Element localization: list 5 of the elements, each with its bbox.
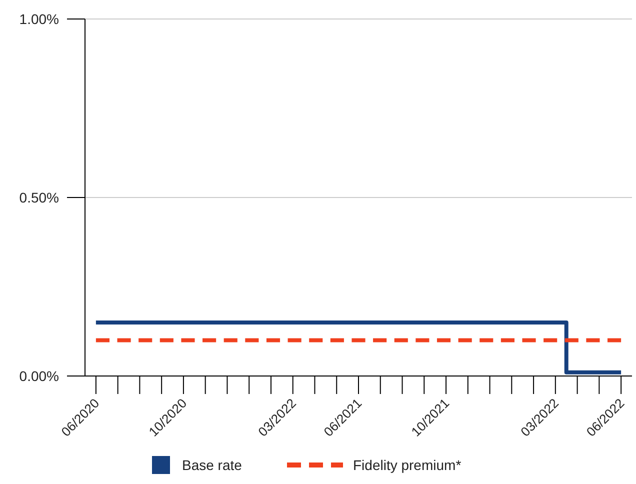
legend-label: Base rate — [182, 456, 242, 473]
y-tick-label: 0.50% — [19, 189, 59, 206]
y-tick-label: 0.00% — [19, 368, 59, 384]
y-tick-label: 1.00% — [19, 10, 59, 27]
legend-label: Fidelity premium* — [353, 456, 462, 473]
